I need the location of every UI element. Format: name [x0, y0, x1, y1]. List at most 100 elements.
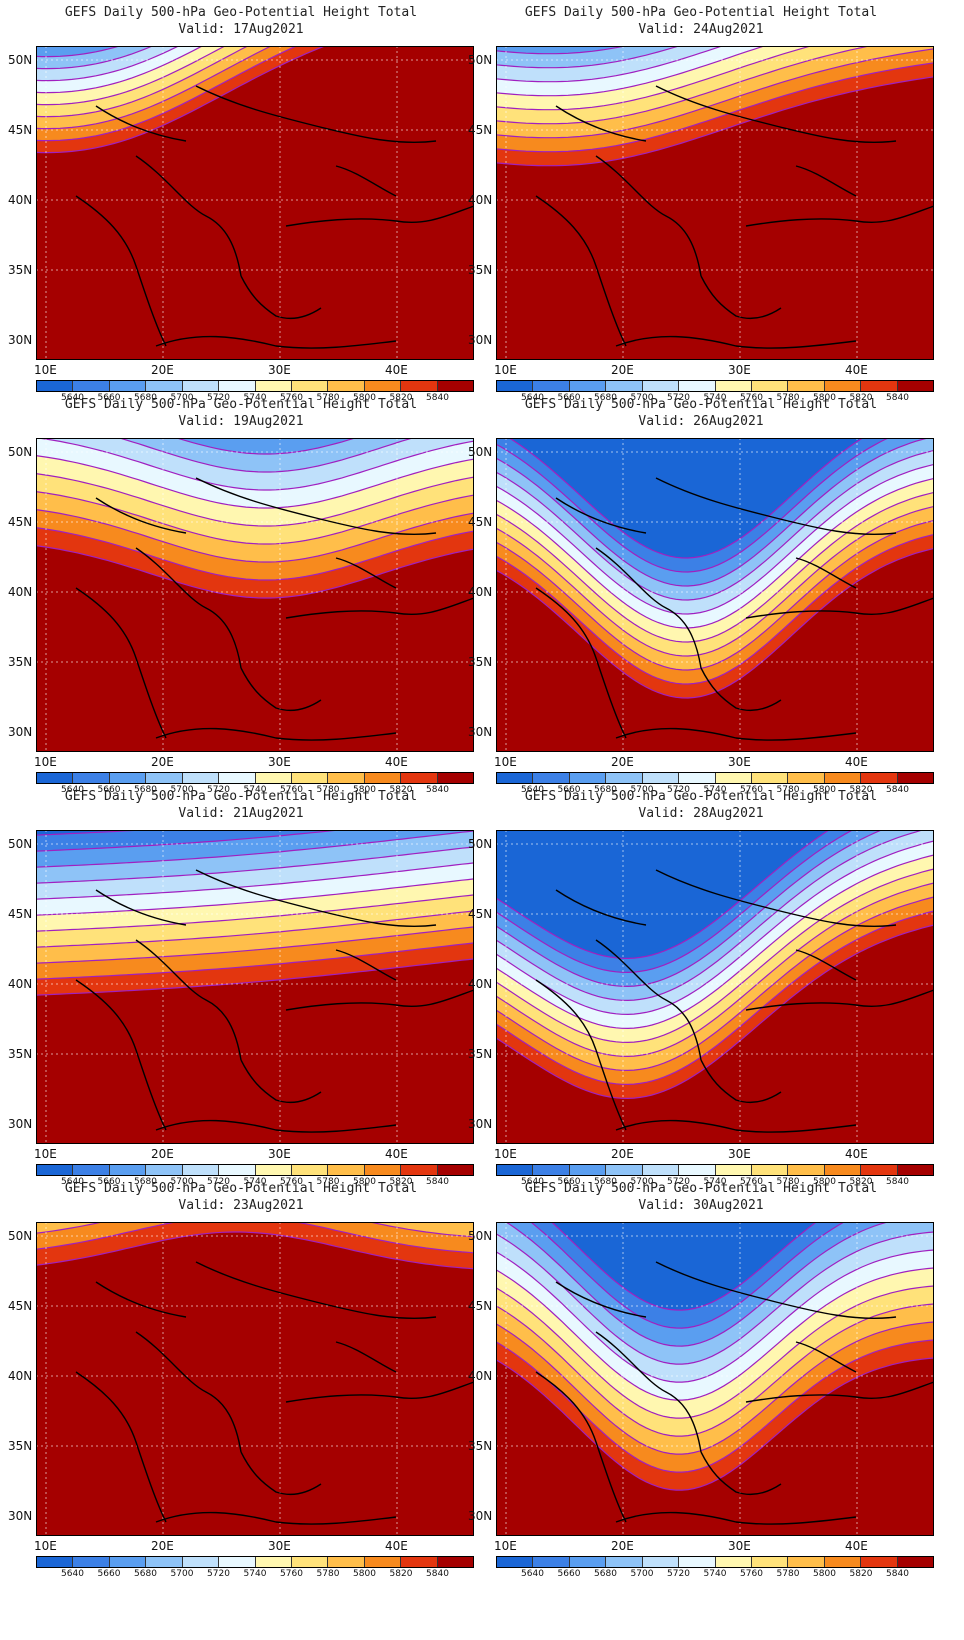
contour-line [36, 473, 474, 527]
map-frame [496, 438, 934, 752]
longitude-label: 20E [151, 363, 174, 377]
coastline [240, 1059, 322, 1104]
colorbar-level-label: 5740 [703, 1177, 727, 1187]
latitude-label: 40N [468, 1369, 493, 1383]
colorbar-level-label: 5760 [740, 1569, 763, 1579]
longitude-label: 40E [385, 363, 408, 377]
colorbar-level-label: 5660 [557, 785, 581, 795]
map-frame [496, 46, 934, 360]
contour-line [36, 1222, 474, 1254]
coastline [135, 1331, 242, 1453]
colorbar [496, 1164, 934, 1176]
colorbar-level-label: 5720 [667, 1569, 690, 1579]
map-svg [36, 46, 474, 360]
map-panel: GEFS Daily 500-hPa Geo-Potential Height … [0, 1176, 482, 1586]
contour-line [496, 477, 934, 629]
colorbar-swatch [788, 381, 825, 391]
longitude-label: 40E [845, 363, 868, 377]
colorbar-level-label: 5640 [521, 1569, 544, 1579]
contour-line [496, 449, 934, 601]
colorbar-level-label: 5700 [170, 393, 194, 403]
band-fill [36, 958, 474, 1144]
map-svg [36, 438, 474, 752]
colorbar-labels: 5640 5660 5680 5700 5720 5740 5760 5780 5800 5820… [496, 393, 934, 405]
longitude-label: 40E [385, 1539, 408, 1553]
contour-line [496, 854, 934, 1030]
coastline [745, 597, 934, 619]
colorbar-swatch [824, 1165, 862, 1175]
latitude-label: 30N [8, 333, 33, 347]
coastline [535, 1371, 627, 1523]
band-fill [496, 548, 934, 752]
colorbar-swatch [751, 773, 789, 783]
longitude-label: 40E [845, 1147, 868, 1161]
contour-line [36, 830, 152, 836]
latitude-label: 45N [468, 907, 493, 921]
colorbar-swatch [73, 773, 110, 783]
map-panel: GEFS Daily 500-hPa Geo-Potential Height … [460, 392, 942, 802]
latitude-label: 40N [468, 977, 493, 991]
colorbar-level-label: 5740 [703, 1569, 727, 1579]
colorbar-level-label: 5780 [316, 785, 340, 795]
latitude-label: 35N [468, 1439, 493, 1453]
contour-line [496, 46, 724, 83]
colorbar-swatch [328, 1557, 365, 1567]
colorbar-level-label: 5800 [813, 393, 836, 403]
colorbar-swatch [255, 381, 292, 391]
colorbar-level-label: 5740 [243, 785, 267, 795]
coastline [335, 1341, 397, 1373]
colorbar-level-label: 5840 [426, 785, 449, 795]
coastline [75, 195, 167, 347]
colorbar-swatch [679, 773, 716, 783]
colorbar-swatch [401, 1557, 438, 1567]
coastline [285, 1381, 474, 1403]
colorbar-level-label: 5780 [776, 785, 800, 795]
geopotential-map [36, 1222, 474, 1536]
coastline [95, 889, 187, 926]
latitude-label: 45N [8, 515, 33, 529]
contour-line [36, 509, 474, 563]
panel-title: GEFS Daily 500-hPa Geo-Potential Height … [64, 789, 418, 804]
contour-line [496, 438, 890, 573]
panel-valid-date: Valid: 17Aug2021 [178, 22, 304, 37]
colorbar-level-label: 5840 [426, 1569, 449, 1579]
colorbar-level-label: 5820 [389, 1569, 413, 1579]
colorbar-swatch [861, 773, 898, 783]
colorbar-swatch [437, 1557, 474, 1567]
longitude-label: 40E [385, 755, 408, 769]
coastline [595, 939, 702, 1061]
coastline [75, 587, 167, 739]
colorbar-level-label: 5640 [61, 1177, 84, 1187]
longitude-label: 10E [34, 1147, 57, 1161]
colorbar-level-label: 5820 [389, 1177, 413, 1187]
colorbar-swatch [606, 1165, 643, 1175]
latitude-label: 30N [8, 1117, 33, 1131]
coastline [335, 949, 397, 981]
contour-line [117, 438, 415, 473]
colorbar-swatch [73, 1557, 110, 1567]
colorbar-swatch [497, 773, 534, 783]
latitude-label: 30N [468, 333, 493, 347]
colorbar-level-label: 5820 [389, 393, 413, 403]
colorbar-labels: 5640 5660 5680 5700 5720 5740 5760 5780 5800 5820… [36, 785, 474, 797]
colorbar-labels: 5640 5660 5680 5700 5720 5740 5760 5780 5800 5820… [36, 1177, 474, 1189]
longitude-label: 20E [611, 755, 634, 769]
colorbar-level-label: 5700 [630, 393, 654, 403]
colorbar-labels: 5640 5660 5680 5700 5720 5740 5760 5780 5800 5820… [36, 1569, 474, 1581]
colorbar-level-label: 5760 [280, 785, 303, 795]
longitude-label: 10E [34, 363, 57, 377]
colorbar-swatch [364, 1165, 402, 1175]
latitude-label: 30N [8, 1509, 33, 1523]
contour-line [496, 1321, 934, 1455]
latitude-label: 40N [8, 1369, 33, 1383]
colorbar-level-label: 5740 [243, 1569, 267, 1579]
coastline [555, 1281, 647, 1318]
coastline [655, 1261, 897, 1320]
latitude-label: 40N [8, 193, 33, 207]
colorbar-level-label: 5780 [316, 393, 340, 403]
latitude-label: 45N [8, 907, 33, 921]
colorbar-swatch [569, 1165, 607, 1175]
contour-line [36, 545, 474, 599]
colorbar [496, 772, 934, 784]
latitude-label: 30N [468, 1509, 493, 1523]
